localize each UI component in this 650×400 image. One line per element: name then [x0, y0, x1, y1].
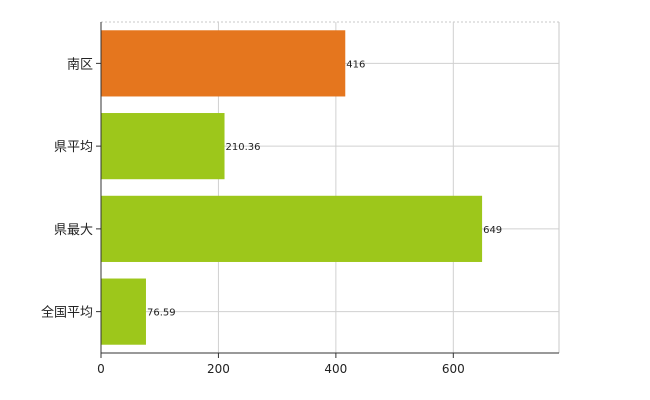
x-tick-label: 600: [442, 362, 465, 376]
data-label: 76.59: [147, 308, 176, 319]
category-label: 全国平均: [41, 305, 93, 321]
x-tick-label: 400: [324, 362, 347, 376]
x-tick-label: 200: [207, 362, 230, 376]
bars: [101, 30, 483, 345]
bar-2: [101, 113, 225, 180]
category-label: 県平均: [54, 140, 93, 155]
x-axis-ticks: 0 200 400 600: [97, 353, 465, 376]
data-label: 416: [346, 59, 365, 70]
bar-3: [101, 195, 483, 262]
data-labels: 416 210.36 649 76.59: [147, 59, 502, 318]
category-label: 県最大: [54, 223, 93, 238]
category-label: 南区: [67, 56, 93, 72]
data-label: 210.36: [226, 142, 261, 153]
bar-1: [101, 30, 346, 97]
bar-4: [101, 278, 146, 345]
data-label: 649: [483, 225, 502, 236]
x-tick-label: 0: [97, 362, 105, 376]
